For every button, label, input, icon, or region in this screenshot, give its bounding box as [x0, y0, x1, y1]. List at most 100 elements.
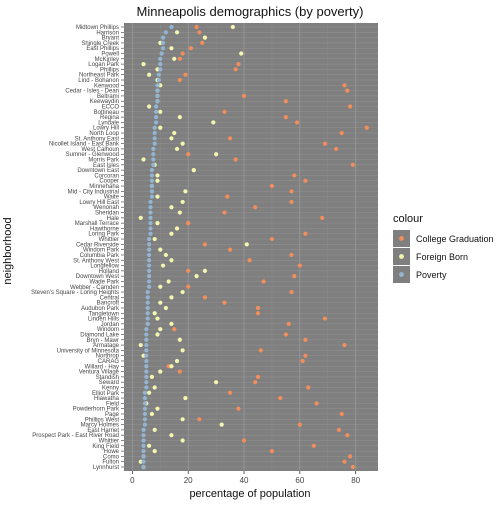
- data-point: [202, 35, 208, 40]
- data-point: [148, 199, 153, 205]
- data-point: [180, 438, 185, 443]
- data-point: [141, 459, 146, 464]
- y-tick-label: Waite: [104, 195, 120, 201]
- data-point: [342, 83, 347, 88]
- data-point: [180, 348, 185, 353]
- data-point: [153, 104, 159, 109]
- y-tick-label: Hawthorne: [90, 226, 120, 232]
- data-point: [141, 157, 146, 162]
- y-tick-label: Lyndale: [98, 120, 119, 126]
- data-point: [202, 242, 208, 247]
- y-tick-label: Armatage: [93, 343, 120, 349]
- y-tick-label: East Phillips: [86, 46, 119, 52]
- data-point: [247, 258, 252, 263]
- data-point: [155, 83, 160, 88]
- y-tick-label: Lynnhurst: [93, 465, 119, 471]
- data-point: [311, 443, 316, 448]
- data-point: [236, 62, 241, 67]
- data-point: [147, 274, 152, 279]
- data-point: [244, 242, 249, 247]
- y-tick-label: CARAG: [98, 359, 120, 365]
- data-point: [163, 30, 168, 35]
- data-point: [174, 146, 180, 152]
- data-point: [144, 327, 149, 332]
- y-tick-label: Steven's Square - Loring Heights: [31, 290, 119, 296]
- data-point: [153, 115, 159, 120]
- data-point: [174, 30, 180, 35]
- data-point: [169, 46, 174, 51]
- data-point: [347, 454, 353, 459]
- y-tick-label: Corcoran: [94, 173, 119, 179]
- data-point: [149, 374, 155, 379]
- data-point: [186, 268, 191, 273]
- data-point: [155, 178, 160, 183]
- y-tick-label: Shingle Creek: [81, 41, 120, 47]
- data-point: [303, 231, 308, 236]
- y-tick-label: Diamond Lake: [80, 332, 119, 338]
- data-point: [158, 109, 163, 114]
- y-tick-label: Minnehaha: [89, 184, 119, 190]
- data-point: [239, 51, 244, 56]
- data-point: [169, 364, 174, 369]
- data-point: [144, 364, 149, 369]
- y-tick-label: Jordan: [101, 322, 119, 328]
- data-point: [163, 305, 168, 311]
- data-point: [148, 231, 153, 236]
- data-point: [255, 305, 261, 311]
- data-point: [144, 332, 149, 337]
- y-tick-label: Tangletown: [89, 311, 119, 317]
- data-point: [145, 300, 150, 305]
- data-point: [180, 289, 185, 295]
- y-tick-label: Phillips: [100, 67, 119, 73]
- y-tick-label: Longfellow: [90, 264, 119, 270]
- y-tick-label: Harrison: [96, 30, 119, 36]
- y-tick-label: East Isles: [93, 163, 119, 169]
- y-tick-label: Mid - City Industrial: [68, 189, 119, 195]
- data-point: [155, 221, 160, 226]
- data-point: [169, 295, 174, 300]
- y-tick-label: Seward: [99, 380, 119, 386]
- data-point: [151, 146, 156, 152]
- data-point: [152, 311, 157, 316]
- data-point: [186, 284, 191, 289]
- y-tick-label: Como: [103, 454, 120, 460]
- data-point: [306, 385, 311, 390]
- data-point: [177, 369, 182, 374]
- y-tick-label: Whittier: [99, 237, 119, 243]
- data-point: [147, 390, 152, 395]
- x-axis-label: percentage of population: [189, 488, 310, 500]
- data-point: [180, 51, 185, 56]
- y-tick-label: Lowry Hill East: [79, 200, 119, 206]
- data-point: [253, 380, 258, 385]
- data-point: [152, 448, 157, 454]
- data-point: [149, 411, 155, 417]
- data-point: [152, 427, 157, 432]
- y-tick-label: Audubon Park: [81, 306, 120, 312]
- data-point: [155, 88, 160, 93]
- data-point: [350, 162, 355, 167]
- data-point: [194, 274, 199, 279]
- data-point: [142, 401, 148, 406]
- y-tick-label: Linden Hills: [88, 317, 119, 323]
- data-point: [147, 268, 152, 273]
- data-point: [174, 358, 180, 364]
- data-point: [219, 422, 224, 427]
- y-tick-label: Ventura Village: [79, 370, 120, 376]
- data-point: [177, 210, 182, 215]
- y-tick-label: McKinley: [95, 57, 119, 63]
- y-tick-label: Regina: [100, 115, 120, 121]
- data-point: [227, 247, 233, 252]
- data-point: [153, 109, 159, 114]
- data-point: [289, 289, 294, 295]
- y-tick-label: Fulton: [102, 460, 119, 466]
- y-tick-label: King Field: [92, 444, 119, 450]
- legend-label: College Graduation: [416, 234, 494, 244]
- data-point: [151, 162, 156, 167]
- data-point: [141, 454, 146, 459]
- data-point: [188, 46, 194, 51]
- data-point: [149, 168, 155, 173]
- data-point: [169, 136, 174, 141]
- data-point: [233, 67, 238, 72]
- data-point: [297, 422, 302, 427]
- data-point: [147, 263, 152, 268]
